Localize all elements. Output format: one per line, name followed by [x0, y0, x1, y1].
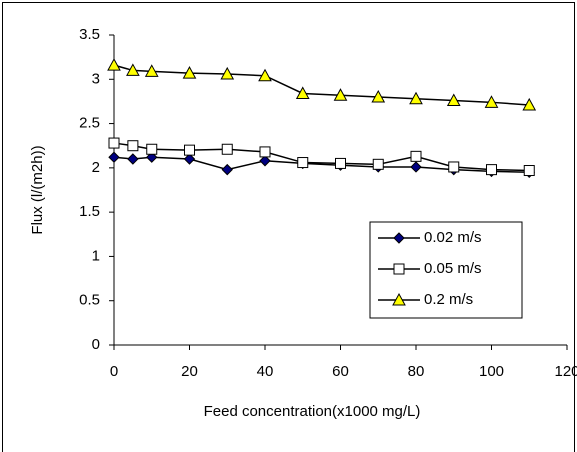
legend-label: 0.02 m/s: [424, 229, 482, 246]
y-tick-label: 3.5: [79, 26, 100, 43]
marker: [372, 158, 384, 170]
x-tick-label: 80: [408, 363, 425, 380]
marker: [258, 68, 272, 82]
marker: [221, 163, 233, 176]
marker: [486, 164, 497, 176]
y-tick-label: 0.5: [79, 292, 100, 309]
x-tick-label: 40: [257, 363, 274, 380]
marker: [220, 66, 235, 80]
marker: [184, 144, 195, 156]
marker: [221, 143, 233, 155]
x-tick-label: 20: [181, 363, 198, 380]
y-tick-label: 3: [92, 70, 100, 87]
y-tick-label: 2: [92, 159, 100, 176]
y-axis-label: Flux (l/(m2h)): [29, 145, 46, 234]
x-tick-label: 120: [554, 363, 577, 380]
marker: [146, 143, 158, 155]
marker: [410, 161, 422, 173]
y-tick-label: 2.5: [79, 115, 100, 132]
series-line: [113, 142, 530, 172]
marker: [183, 153, 196, 165]
marker: [108, 151, 120, 163]
marker: [522, 97, 537, 111]
legend-label: 0.2 m/s: [424, 291, 473, 308]
marker: [127, 153, 139, 165]
marker: [484, 95, 499, 108]
x-axis-label: Feed concentration(x1000 mg/L): [204, 403, 421, 420]
x-tick-label: 0: [110, 363, 118, 380]
x-tick-label: 60: [332, 363, 349, 380]
y-tick-label: 1.5: [79, 203, 100, 220]
marker: [523, 165, 535, 177]
marker: [409, 91, 423, 105]
marker: [410, 150, 422, 162]
marker: [333, 88, 348, 101]
y-tick-label: 0: [92, 336, 100, 353]
legend-marker: [393, 263, 405, 275]
marker: [126, 63, 140, 76]
marker: [335, 157, 346, 169]
marker: [108, 137, 120, 149]
marker: [297, 157, 309, 169]
marker: [107, 58, 121, 71]
marker: [259, 146, 271, 158]
x-tick-label: 100: [479, 363, 504, 380]
marker: [259, 155, 271, 167]
legend-marker: [393, 232, 405, 244]
marker: [144, 64, 159, 77]
marker: [182, 66, 197, 79]
series-line: [113, 64, 530, 106]
marker: [371, 89, 386, 103]
legend-marker: [392, 292, 406, 306]
series-line: [113, 156, 530, 174]
marker: [127, 140, 139, 152]
marker: [295, 86, 310, 99]
legend-label: 0.05 m/s: [424, 260, 482, 277]
y-tick-label: 1: [92, 247, 100, 264]
marker: [448, 161, 460, 173]
marker: [446, 93, 461, 107]
